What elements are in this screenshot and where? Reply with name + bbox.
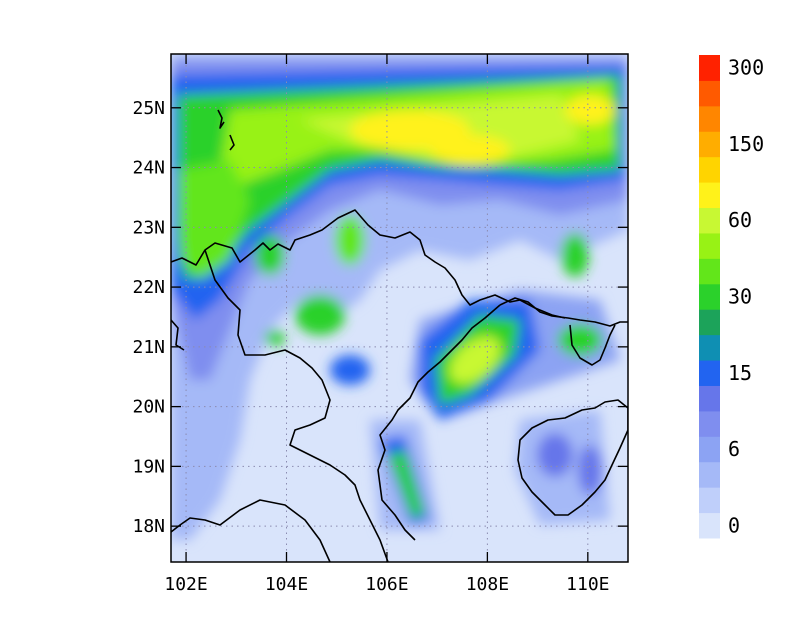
colorbar-swatch xyxy=(699,232,720,259)
colorbar-swatch xyxy=(699,283,720,310)
grid-lines xyxy=(171,54,628,562)
contour-nvn-1 xyxy=(295,295,345,335)
x-tick-label: 108E xyxy=(466,574,509,595)
colorbar-swatch xyxy=(699,487,720,514)
colorbar-label: 300 xyxy=(728,56,764,80)
boundaries xyxy=(171,109,628,562)
china-vietnam-border xyxy=(171,209,566,319)
y-tick-label: 24N xyxy=(132,158,165,179)
contour-hn-2 xyxy=(578,445,602,495)
colorbar-swatch xyxy=(699,436,720,463)
contour-core-1 xyxy=(350,110,470,150)
x-tick-label: 106E xyxy=(365,574,408,595)
colorbar-swatch xyxy=(699,156,720,183)
leizhou xyxy=(569,324,616,366)
colorbar-swatch xyxy=(699,55,720,81)
colorbar-label: 150 xyxy=(728,132,764,156)
x-tick-label: 104E xyxy=(265,574,308,595)
y-tick-label: 18N xyxy=(132,516,165,537)
map-plot-area xyxy=(171,54,628,562)
colorbar-label: 6 xyxy=(728,437,740,461)
colorbar-swatch xyxy=(699,385,720,412)
colorbar-swatch xyxy=(699,207,720,234)
y-tick-label: 22N xyxy=(132,277,165,298)
y-tick-label: 25N xyxy=(132,98,165,119)
colorbar-label: 30 xyxy=(728,285,752,309)
colorbar-swatch xyxy=(699,309,720,336)
contour-field xyxy=(171,54,628,540)
contour-core-3 xyxy=(565,95,615,125)
contour-west xyxy=(178,160,250,280)
colorbar-swatch xyxy=(699,461,720,488)
contour-nvn-4 xyxy=(265,330,285,346)
contour-hn-1 xyxy=(537,433,573,477)
colorbar-swatch xyxy=(699,131,720,158)
colorbar-label: 0 xyxy=(728,513,740,537)
colorbar: 0 6 15 30 60 150 300 xyxy=(699,55,764,539)
laos-west-border xyxy=(171,319,185,351)
vietnam-coast xyxy=(377,304,501,541)
contour-cvn-9 xyxy=(388,450,425,518)
guangxi-coast xyxy=(499,297,628,327)
y-tick-label: 19N xyxy=(132,456,165,477)
colorbar-swatch xyxy=(699,80,720,107)
colorbar-swatch xyxy=(699,512,720,539)
y-axis: 18N 19N 20N 21N 22N 23N 24N 25N xyxy=(132,98,628,537)
colorbar-swatch xyxy=(699,105,720,132)
laos-border-north xyxy=(204,249,389,562)
contour-gx-2 xyxy=(558,324,602,356)
hainan-island xyxy=(517,399,628,516)
contour-core-2 xyxy=(430,135,510,165)
x-tick-label: 102E xyxy=(164,574,207,595)
contour-gulf-core xyxy=(449,336,501,384)
colorbar-label: 60 xyxy=(728,208,752,232)
colorbar-label: 15 xyxy=(728,361,752,385)
north-kink xyxy=(217,109,235,151)
contour-nvn-2 xyxy=(335,215,365,265)
contour-gx-1 xyxy=(561,233,589,277)
y-tick-label: 21N xyxy=(132,337,165,358)
colorbar-swatch xyxy=(699,360,720,386)
contour-nvn-5 xyxy=(330,355,370,385)
colorbar-swatch xyxy=(699,410,720,437)
map-frame xyxy=(170,53,629,563)
y-tick-label: 23N xyxy=(132,217,165,238)
colorbar-swatch xyxy=(699,258,720,285)
x-tick-label: 110E xyxy=(566,574,609,595)
colorbar-swatch xyxy=(699,334,720,361)
thailand-laos xyxy=(171,499,331,562)
colorbar-swatch xyxy=(699,182,720,209)
x-axis: 102E 104E 106E 108E 110E xyxy=(164,54,610,595)
y-tick-label: 20N xyxy=(132,397,165,418)
contour-nvn-3 xyxy=(255,235,285,275)
